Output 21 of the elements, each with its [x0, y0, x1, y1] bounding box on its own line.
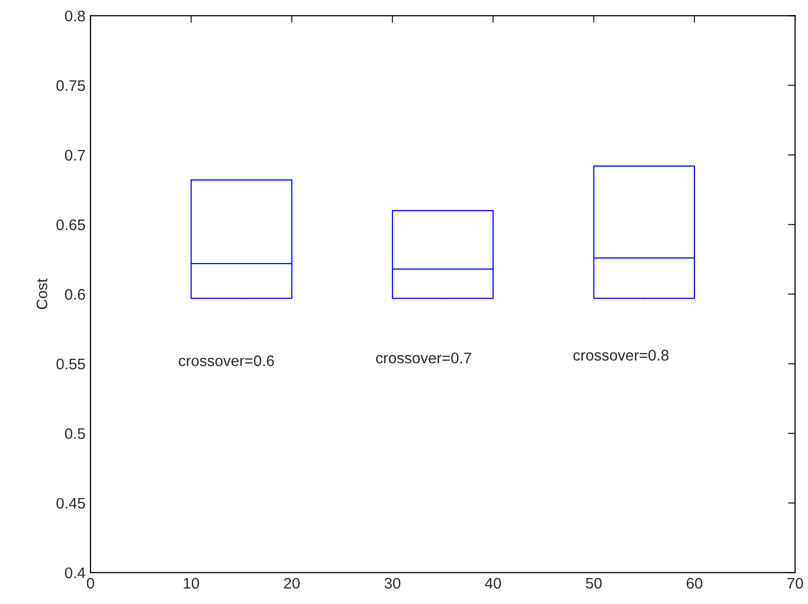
y-tick-label: 0.65 — [56, 219, 85, 230]
y-tick-label: 0.8 — [64, 10, 85, 22]
x-tick-label: 20 — [284, 578, 300, 589]
annotation: crossover=0.7 — [376, 352, 472, 364]
annotation: crossover=0.8 — [573, 350, 668, 361]
x-tick-label: 60 — [686, 578, 702, 589]
y-tick-label: 0.5 — [64, 428, 85, 440]
x-tick-label: 30 — [384, 578, 400, 589]
x-tick-label: 50 — [586, 578, 602, 589]
y-tick-label: 0.45 — [56, 498, 85, 509]
y-axis-title: Cost — [36, 278, 48, 310]
y-tick-label: 0.75 — [56, 80, 85, 91]
y-tick-label: 0.6 — [64, 289, 85, 300]
y-tick-label: 0.55 — [56, 358, 85, 370]
x-tick-label: 70 — [787, 578, 803, 589]
y-tick-label: 0.4 — [64, 567, 86, 578]
x-tick-label: 10 — [184, 578, 200, 589]
annotation: crossover=0.6 — [178, 355, 274, 366]
y-tick-label: 0.7 — [64, 150, 85, 161]
x-tick-label: 0 — [86, 578, 94, 589]
x-tick-label: 40 — [484, 578, 502, 589]
